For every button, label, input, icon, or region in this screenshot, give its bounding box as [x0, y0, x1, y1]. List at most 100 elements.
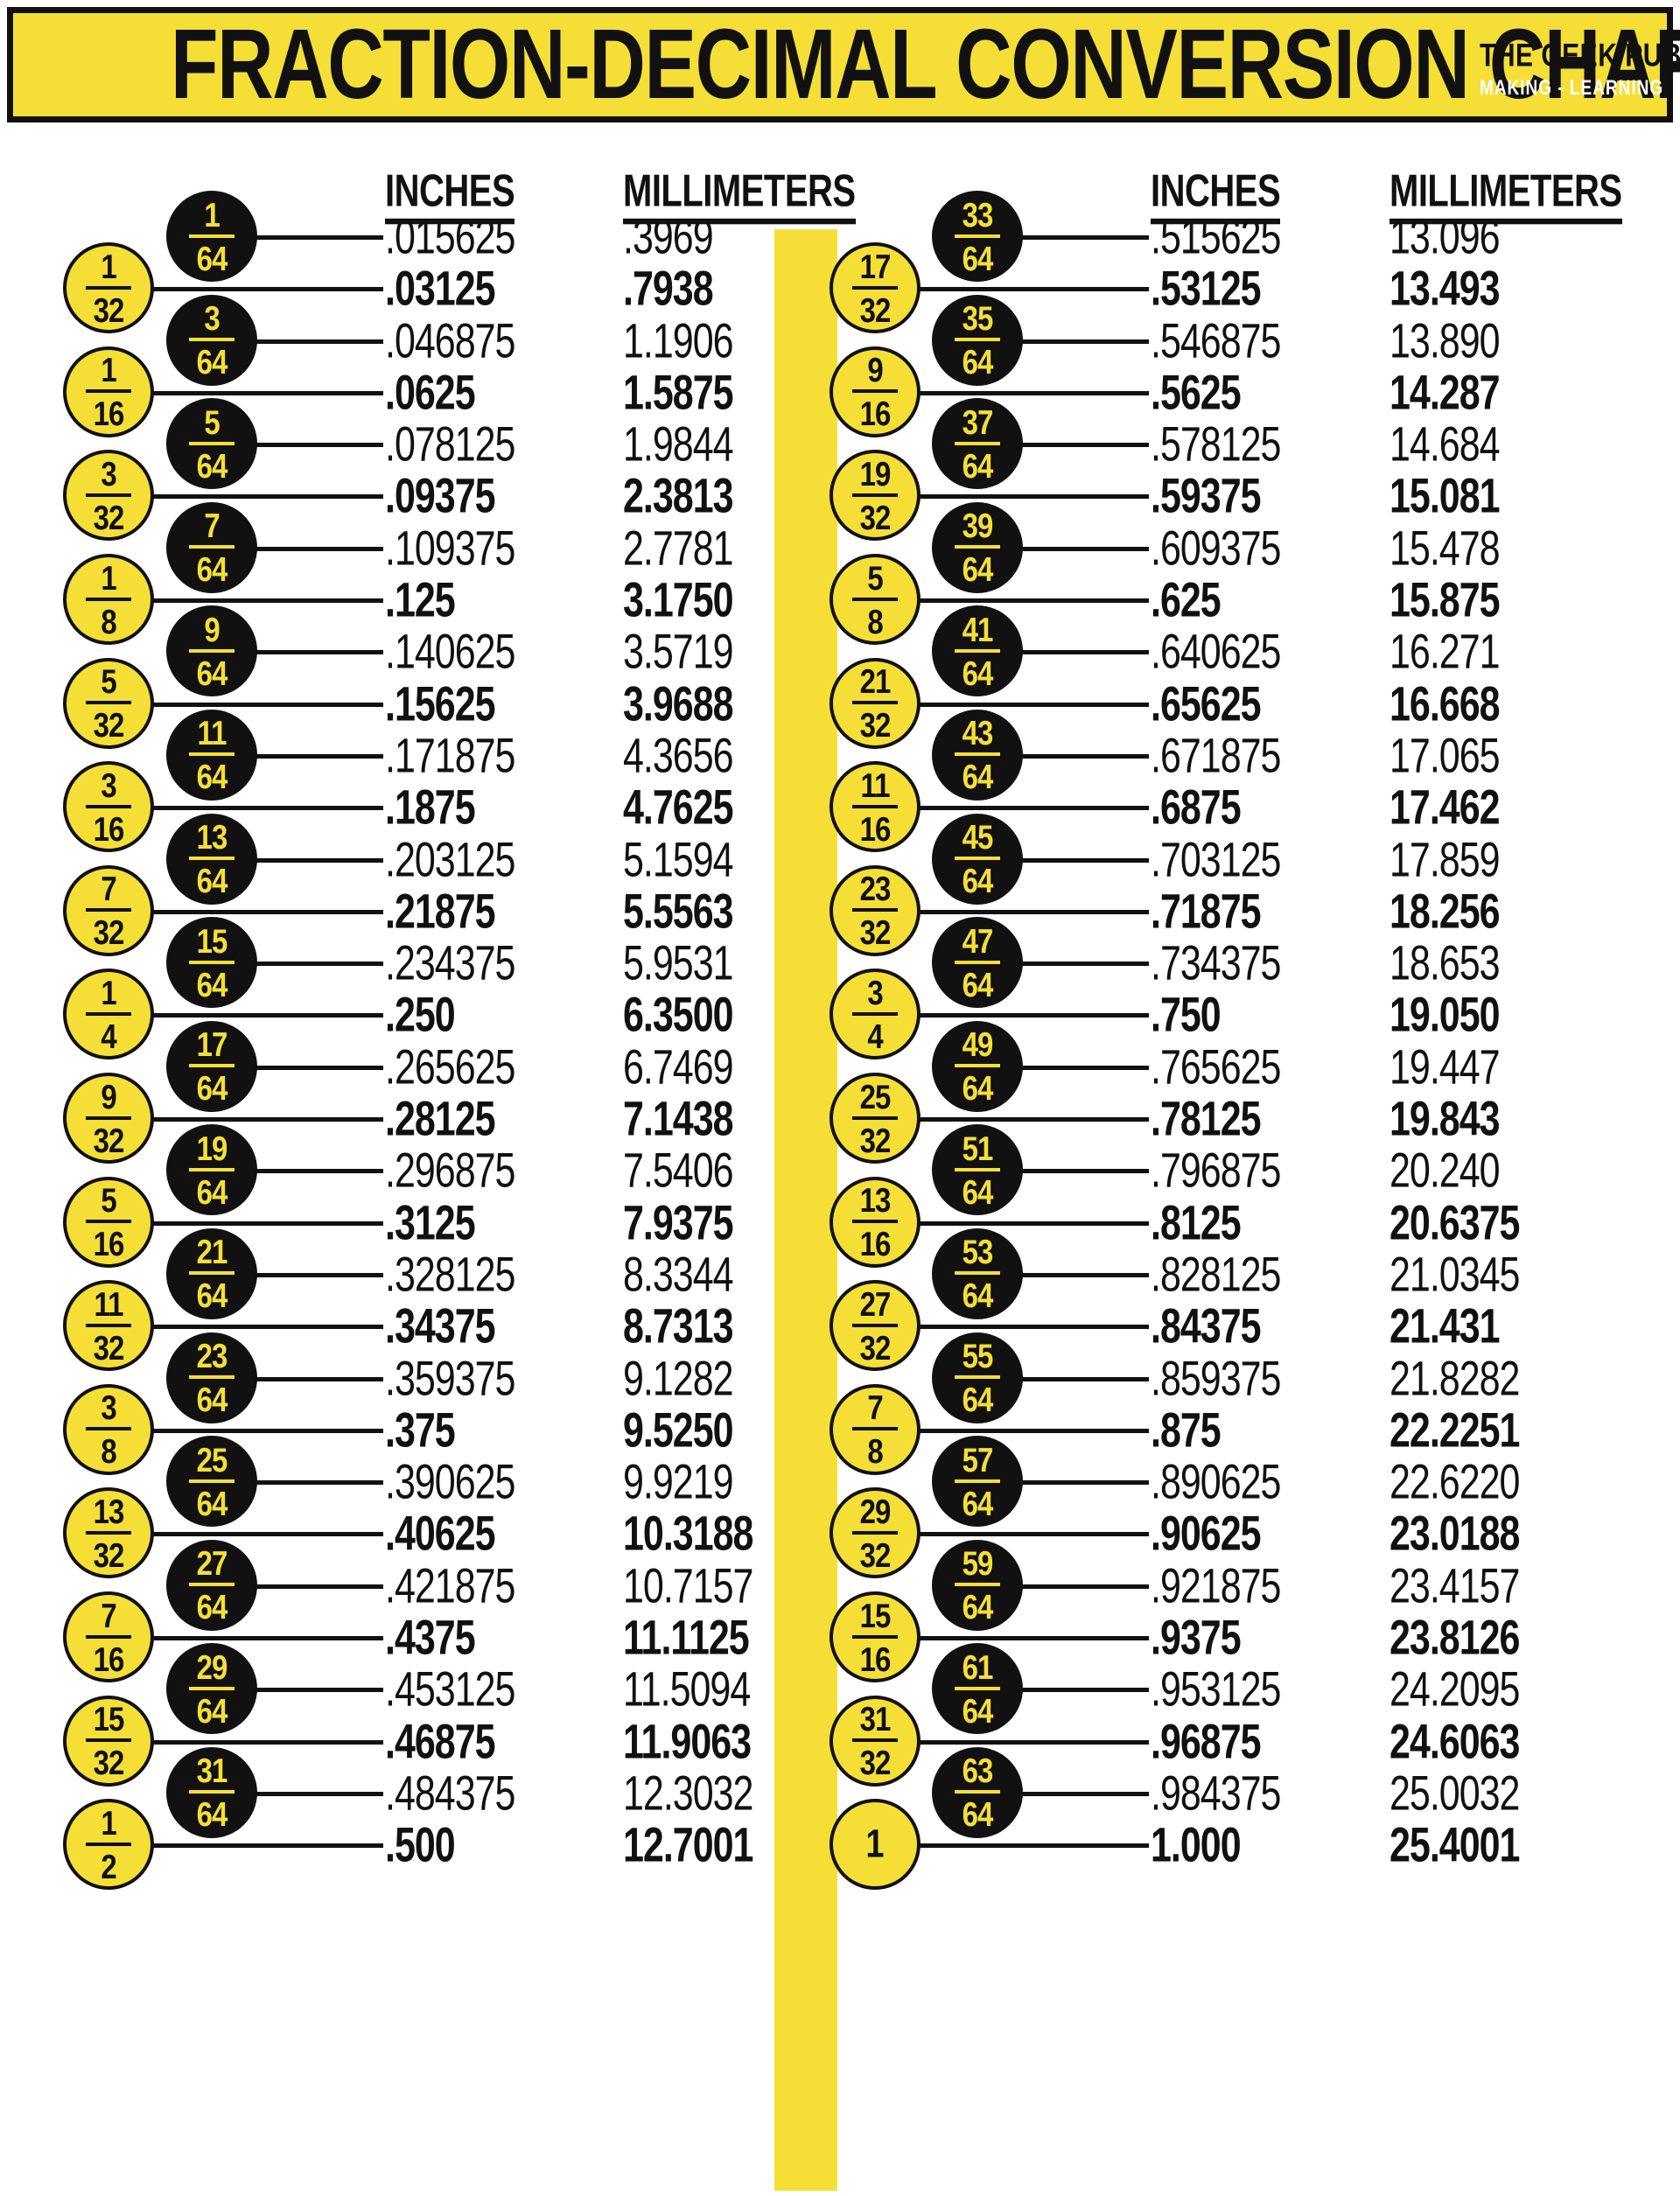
fraction-bubble-59-64[interactable]: 59 64 — [932, 1539, 1023, 1631]
fraction: 25 64 — [189, 1440, 234, 1521]
fraction-denominator: 32 — [859, 705, 892, 745]
fraction-bubble-19-64[interactable]: 19 64 — [166, 1124, 257, 1216]
fraction-bubble-55-64[interactable]: 55 64 — [932, 1332, 1023, 1423]
fraction-bubble-5-32[interactable]: 5 32 — [63, 657, 154, 749]
fraction-bubble-33-64[interactable]: 33 64 — [932, 191, 1023, 282]
fraction-bubble-9-32[interactable]: 9 32 — [63, 1073, 154, 1164]
fraction-bubble-15-32[interactable]: 15 32 — [63, 1695, 154, 1787]
fraction-bubble-13-16[interactable]: 13 16 — [830, 1176, 920, 1268]
fraction-bubble-7-32[interactable]: 7 32 — [63, 864, 154, 956]
table-row: 23 32.71875 18.256 — [830, 864, 1623, 956]
value-millimeters: 18.256 — [1390, 884, 1501, 940]
fraction-bubble-5-16[interactable]: 5 16 — [63, 1176, 154, 1268]
fraction-numerator: 3 — [101, 1388, 116, 1427]
fraction-bubble-31-64[interactable]: 31 64 — [166, 1746, 257, 1838]
fraction-bubble-31-32[interactable]: 31 32 — [830, 1695, 920, 1787]
fraction-bubble-5-64[interactable]: 5 64 — [166, 398, 257, 490]
fraction-bar — [955, 752, 1000, 757]
fraction-bubble-11-16[interactable]: 11 16 — [830, 761, 920, 853]
whole-number: 1 — [865, 1822, 885, 1867]
fraction-bubble-17-64[interactable]: 17 64 — [166, 1020, 257, 1112]
fraction-denominator: 32 — [93, 1743, 125, 1782]
fraction-bubble-23-32[interactable]: 23 32 — [830, 864, 920, 956]
table-row: 23 64.359375 9.1282 — [0, 1332, 783, 1423]
fraction-denominator: 64 — [196, 1380, 228, 1419]
fraction-bubble-39-64[interactable]: 39 64 — [932, 501, 1023, 593]
fraction-bubble-11-32[interactable]: 11 32 — [63, 1280, 154, 1372]
fraction-bubble-13-64[interactable]: 13 64 — [166, 813, 257, 905]
fraction-bubble-35-64[interactable]: 35 64 — [932, 294, 1023, 386]
fraction-bubble-29-32[interactable]: 29 32 — [830, 1487, 920, 1579]
fraction-bubble-15-64[interactable]: 15 64 — [166, 917, 257, 1009]
fraction-bubble-1-64[interactable]: 1 64 — [166, 191, 257, 282]
fraction: 17 32 — [852, 249, 898, 327]
table-row: 57 64.890625 22.6220 — [840, 1436, 1623, 1528]
fraction-bubble-41-64[interactable]: 41 64 — [932, 605, 1023, 697]
fraction-bubble-43-64[interactable]: 43 64 — [932, 709, 1023, 801]
fraction-bubble-3-64[interactable]: 3 64 — [166, 294, 257, 386]
fraction-bubble-57-64[interactable]: 57 64 — [932, 1436, 1023, 1528]
fraction-bubble-15-16[interactable]: 15 16 — [830, 1591, 920, 1683]
fraction-bubble-11-64[interactable]: 11 64 — [166, 709, 257, 801]
fraction-bubble-61-64[interactable]: 61 64 — [932, 1643, 1023, 1735]
fraction-bubble-13-32[interactable]: 13 32 — [63, 1487, 154, 1579]
value-inches: .750 — [1151, 988, 1222, 1043]
fraction-numerator: 1 — [101, 1803, 116, 1843]
fraction-bubble-25-64[interactable]: 25 64 — [166, 1436, 257, 1528]
value-millimeters: 23.4157 — [1390, 1558, 1520, 1614]
fraction-numerator: 1 — [101, 247, 116, 286]
fraction-bubble-17-32[interactable]: 17 32 — [830, 242, 920, 334]
connector-line — [256, 1688, 383, 1693]
fraction-numerator: 19 — [859, 454, 892, 493]
fraction-bubble-51-64[interactable]: 51 64 — [932, 1124, 1023, 1216]
fraction-bubble-21-32[interactable]: 21 32 — [830, 657, 920, 749]
fraction-bubble-29-64[interactable]: 29 64 — [166, 1643, 257, 1735]
fraction-bubble-1-16[interactable]: 1 16 — [63, 346, 154, 437]
fraction-bubble-1[interactable]: 1 — [830, 1799, 920, 1891]
connector-line — [153, 1636, 383, 1641]
fraction-denominator: 64 — [962, 654, 994, 693]
connector-line — [1022, 1791, 1149, 1796]
connector-line — [919, 598, 1149, 604]
fraction-denominator: 4 — [867, 1017, 883, 1056]
table-row: 27 64.421875 10.7157 — [0, 1539, 783, 1631]
value-inches: .296875 — [385, 1143, 515, 1199]
fraction-bubble-3-32[interactable]: 3 32 — [63, 450, 154, 542]
fraction-denominator: 64 — [196, 239, 228, 277]
fraction-bubble-19-32[interactable]: 19 32 — [830, 450, 920, 542]
fraction-bubble-49-64[interactable]: 49 64 — [932, 1020, 1023, 1112]
fraction-bubble-27-64[interactable]: 27 64 — [166, 1539, 257, 1631]
fraction-numerator: 15 — [196, 921, 228, 960]
connector-line — [153, 494, 383, 500]
table-row: 55 64.859375 21.8282 — [840, 1332, 1623, 1423]
fraction-bubble-37-64[interactable]: 37 64 — [932, 398, 1023, 490]
fraction-numerator: 31 — [859, 1699, 892, 1738]
value-inches: .125 — [385, 573, 456, 628]
value-millimeters: 13.890 — [1390, 313, 1501, 368]
fraction: 13 32 — [86, 1494, 131, 1572]
fraction-bubble-63-64[interactable]: 63 64 — [932, 1746, 1023, 1838]
fraction-bubble-25-32[interactable]: 25 32 — [830, 1073, 920, 1164]
fraction-bubble-1-32[interactable]: 1 32 — [63, 242, 154, 334]
fraction-bubble-47-64[interactable]: 47 64 — [932, 917, 1023, 1009]
fraction-numerator: 25 — [196, 1440, 228, 1479]
fraction-bubble-27-32[interactable]: 27 32 — [830, 1280, 920, 1372]
fraction-bubble-9-16[interactable]: 9 16 — [830, 346, 920, 437]
fraction-bubble-3-16[interactable]: 3 16 — [63, 761, 154, 853]
fraction-bubble-7-64[interactable]: 7 64 — [166, 501, 257, 593]
fraction-bubble-45-64[interactable]: 45 64 — [932, 813, 1023, 905]
fraction-bubble-21-64[interactable]: 21 64 — [166, 1227, 257, 1319]
value-inches: .671875 — [1151, 728, 1281, 784]
fraction-bubble-23-64[interactable]: 23 64 — [166, 1332, 257, 1423]
fraction-bubble-9-64[interactable]: 9 64 — [166, 605, 257, 697]
fraction-bubble-53-64[interactable]: 53 64 — [932, 1227, 1023, 1319]
fraction-bubble-7-16[interactable]: 7 16 — [63, 1591, 154, 1683]
table-row: 1 8.125 3.1750 — [0, 554, 783, 646]
